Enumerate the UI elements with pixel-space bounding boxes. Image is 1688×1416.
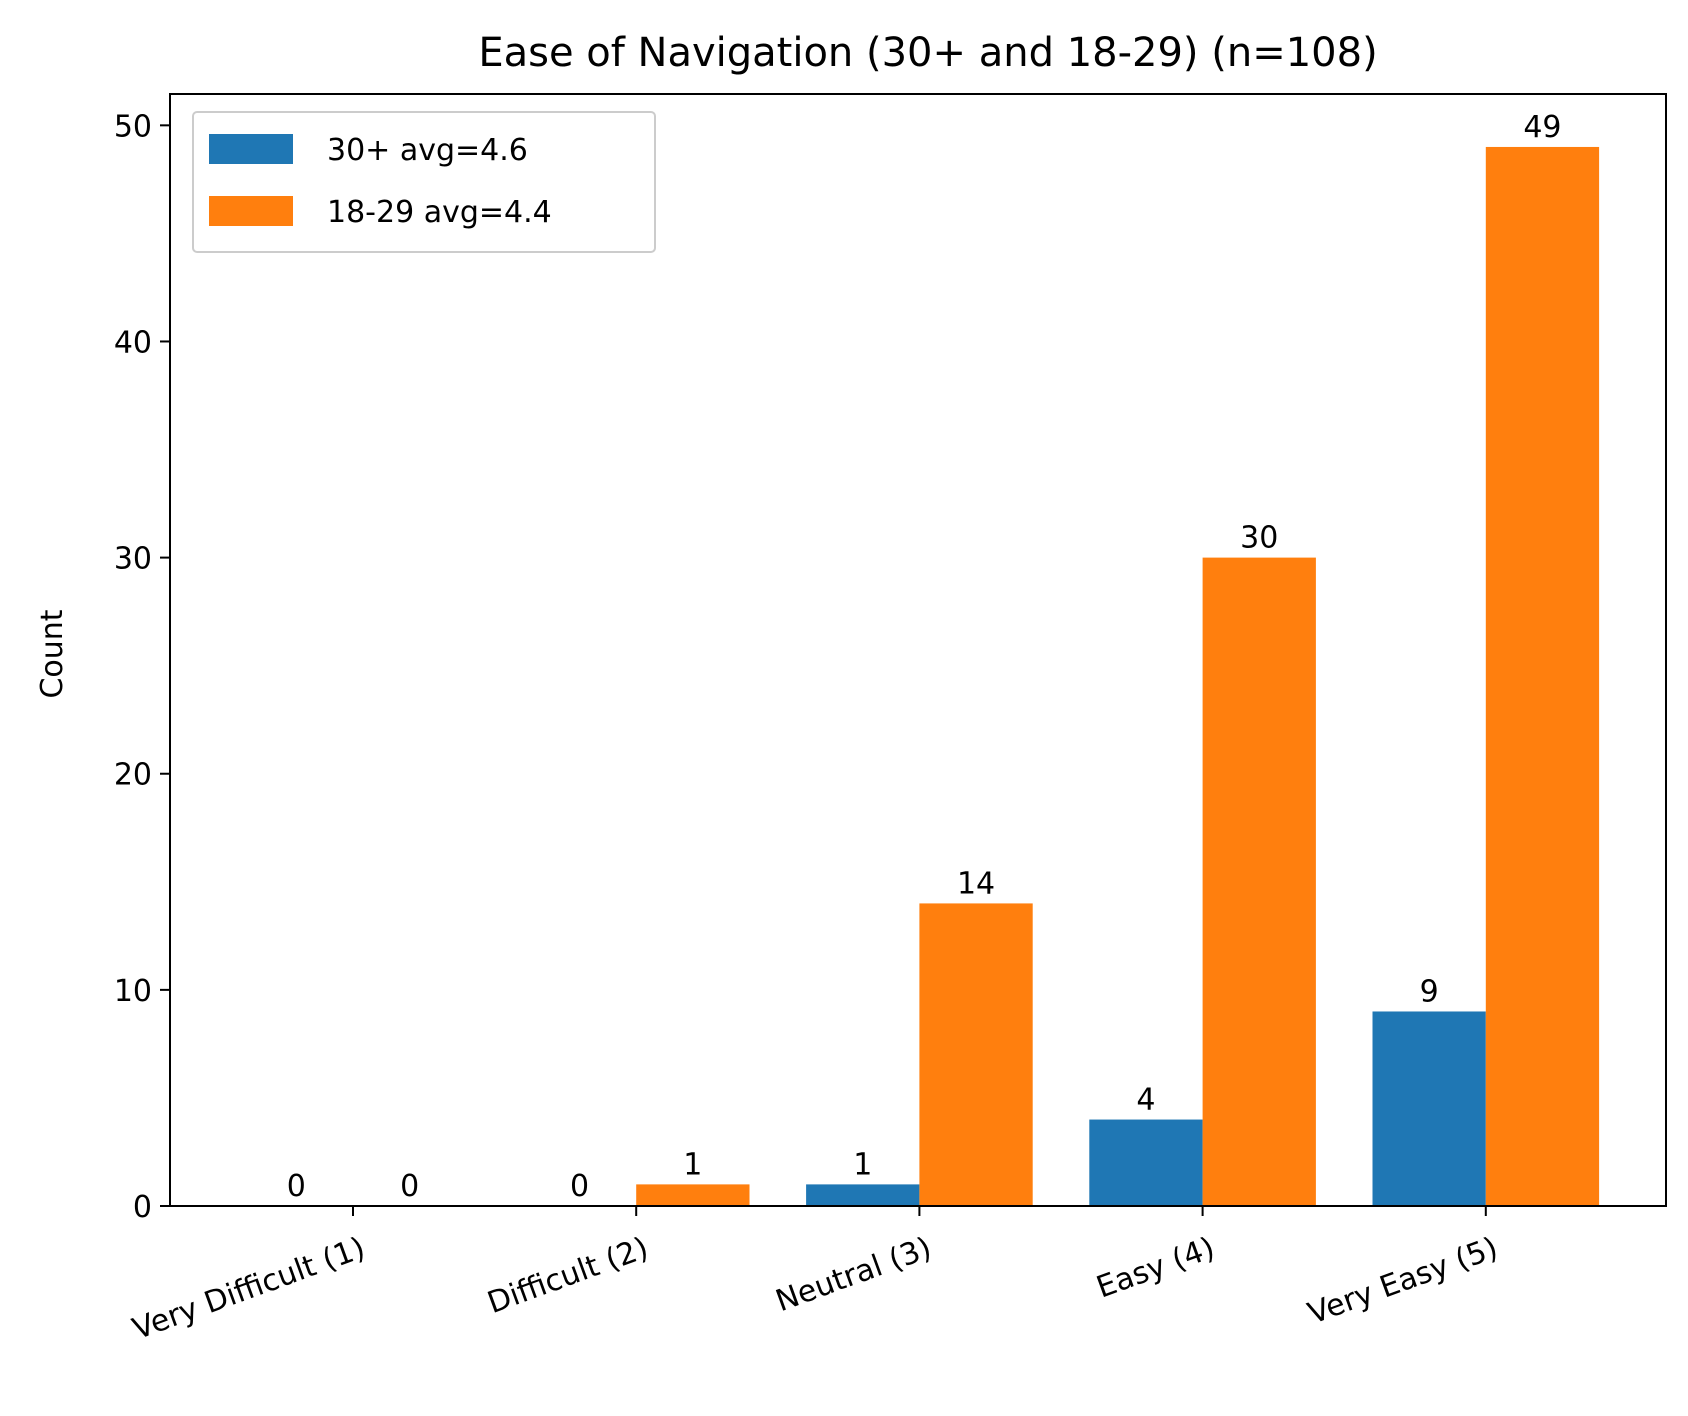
plot-frame bbox=[169, 93, 1667, 1207]
y-tick-label: 20 bbox=[114, 758, 152, 793]
x-tick-label: Neutral (3) bbox=[771, 1231, 936, 1320]
bar-value-label: 4 bbox=[1136, 1083, 1155, 1118]
bar-1-3 bbox=[806, 1184, 920, 1206]
chart-title: Ease of Navigation (30+ and 18-29) (n=10… bbox=[478, 30, 1377, 76]
legend-entry: 30+ avg=4.6 bbox=[327, 133, 528, 168]
x-tick-label: Easy (4) bbox=[1092, 1231, 1219, 1306]
legend-swatch bbox=[209, 134, 293, 164]
bar-value-label: 30 bbox=[1240, 521, 1278, 556]
y-tick-label: 10 bbox=[114, 974, 152, 1009]
bar-2-4 bbox=[1202, 557, 1316, 1206]
y-tick-label: 0 bbox=[133, 1190, 152, 1225]
bar-2-3 bbox=[919, 903, 1033, 1206]
y-tick-label: 30 bbox=[114, 542, 152, 577]
bar-value-label: 1 bbox=[683, 1147, 702, 1182]
bar-1-4 bbox=[1089, 1119, 1203, 1206]
x-tick-label: Difficult (2) bbox=[483, 1231, 653, 1321]
legend-swatch bbox=[209, 196, 293, 226]
y-tick-label: 50 bbox=[114, 109, 152, 144]
legend-box bbox=[192, 111, 656, 253]
bar-value-label: 9 bbox=[1420, 974, 1439, 1009]
bar-value-label: 0 bbox=[287, 1169, 306, 1204]
legend-entry: 18-29 avg=4.4 bbox=[327, 195, 552, 230]
bar-value-label: 1 bbox=[853, 1147, 872, 1182]
x-tick-label: Very Easy (5) bbox=[1304, 1231, 1503, 1332]
bar-value-label: 14 bbox=[957, 866, 995, 901]
bar-2-2 bbox=[636, 1184, 750, 1206]
bar-2-5 bbox=[1485, 146, 1600, 1206]
bar-value-label: 49 bbox=[1523, 110, 1561, 145]
bar-value-label: 0 bbox=[400, 1169, 419, 1204]
bar-value-label: 0 bbox=[570, 1169, 589, 1204]
bar-1-5 bbox=[1372, 1011, 1486, 1206]
x-tick-label: Very Difficult (1) bbox=[128, 1231, 370, 1347]
y-tick-label: 40 bbox=[114, 325, 152, 360]
legend: 30+ avg=4.6 18-29 avg=4.4 bbox=[192, 111, 656, 253]
y-axis-label: Count bbox=[35, 609, 70, 698]
